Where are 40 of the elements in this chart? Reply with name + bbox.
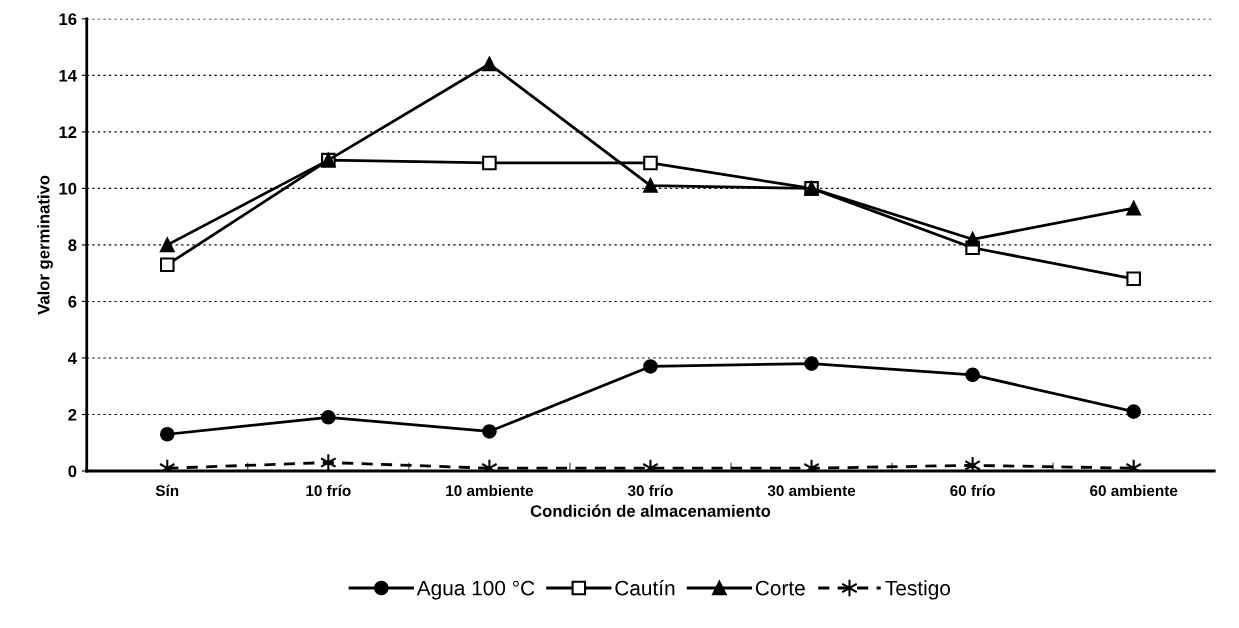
x-tick-label: 30 frío (627, 484, 673, 497)
point (159, 426, 175, 442)
point (964, 455, 981, 471)
legend-label: Testigo (885, 580, 951, 600)
x-tick-label: 60 frío (950, 484, 995, 497)
point (321, 410, 336, 425)
point (1126, 271, 1141, 287)
point (965, 231, 980, 247)
y-tick-label: 4 (67, 352, 77, 364)
y-tick-label: 2 (68, 408, 77, 421)
x-tick-label: 10 ambiente (446, 484, 534, 497)
y-tick-label: 10 (59, 182, 77, 195)
point (482, 155, 497, 171)
point (643, 359, 658, 374)
x-tick-label: 60 ambiente (1090, 484, 1178, 497)
point (320, 453, 337, 471)
x-axis-title: Condición de almacenamiento (530, 504, 771, 517)
y-tick-label: 14 (59, 69, 77, 82)
point (159, 237, 175, 253)
x-tick-label: 10 frío (306, 484, 351, 497)
point (1126, 200, 1141, 216)
legend-label: Corte (755, 580, 805, 596)
y-axis-title: Valor germinativo (37, 175, 53, 315)
legend-label: Cautín (615, 579, 675, 596)
point (643, 178, 658, 193)
y-tick-label: 6 (68, 295, 77, 308)
y-tick-label: 8 (68, 239, 77, 252)
legend-label: Agua 100 °C (416, 580, 535, 600)
point (1126, 404, 1141, 419)
point (482, 424, 497, 439)
point (804, 356, 819, 371)
point (965, 367, 980, 383)
x-tick-label: Sín (155, 484, 179, 497)
point (159, 257, 175, 272)
point (482, 56, 497, 72)
x-tick-label: 30 ambiente (767, 484, 856, 497)
y-tick-label: 0 (68, 465, 77, 478)
point (643, 155, 658, 171)
y-tick-label: 12 (59, 126, 77, 138)
y-tick-label: 16 (59, 13, 77, 26)
